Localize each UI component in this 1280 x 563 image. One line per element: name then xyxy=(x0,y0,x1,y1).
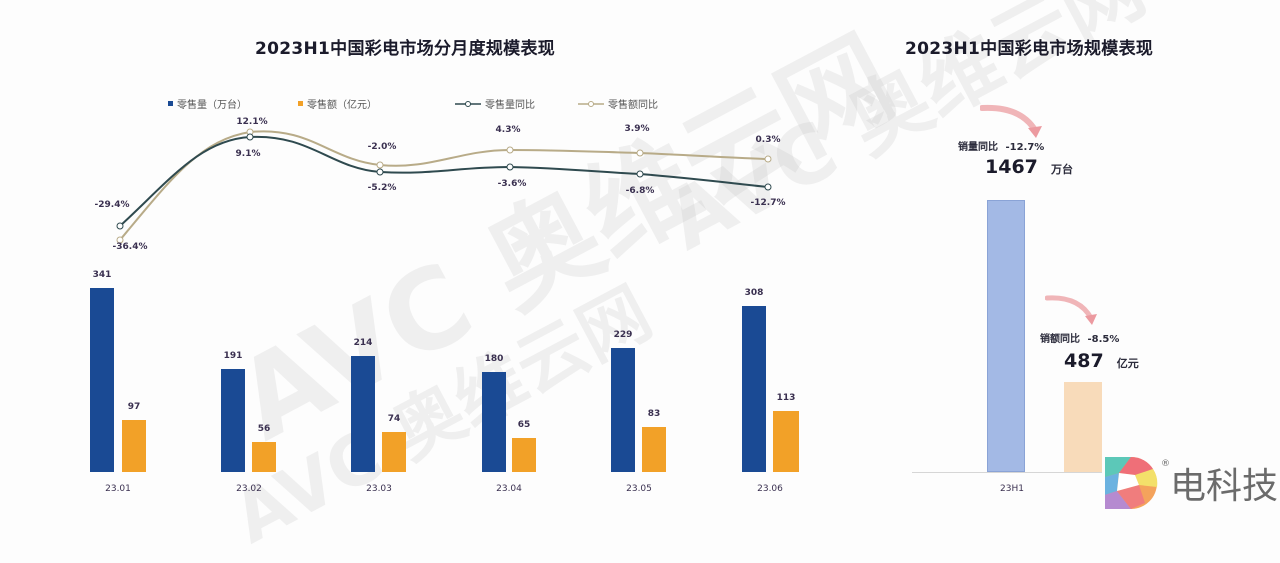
legend-revenue: 零售额（亿元） xyxy=(298,96,377,111)
volume-yoy-line xyxy=(119,135,769,227)
volume-value-label: 180 xyxy=(484,354,504,364)
line-circle-marker-icon xyxy=(578,100,604,107)
x-axis-label: 23.06 xyxy=(757,484,783,494)
volume-yoy-label: -3.6% xyxy=(497,179,527,189)
revenue-value-label: 74 xyxy=(387,414,401,424)
left-chart-title: 2023H1中国彩电市场分月度规模表现 xyxy=(255,39,556,59)
brand-d-logo-icon xyxy=(1105,456,1158,509)
legend-label: 零售量（万台） xyxy=(177,100,247,111)
revenue-total-value: 487 xyxy=(1064,350,1104,372)
brand-text: 电科技 xyxy=(1170,466,1279,507)
volume-bar-2303[interactable] xyxy=(351,356,375,472)
right-chart-baseline xyxy=(912,472,1102,473)
revenue-value-label: 83 xyxy=(647,409,661,419)
callout-yoy: -8.5% xyxy=(1087,334,1120,345)
callout-yoy: -12.7% xyxy=(1005,142,1045,153)
yoy-line-chart xyxy=(116,128,772,244)
revenue-yoy-label: 0.3% xyxy=(755,135,781,145)
volume-value-label: 191 xyxy=(223,351,243,361)
volume-value-label: 229 xyxy=(613,330,633,340)
volume-yoy-label: 9.1% xyxy=(235,149,261,159)
revenue-value-label: 65 xyxy=(517,420,531,430)
right-chart-title: 2023H1中国彩电市场规模表现 xyxy=(905,39,1154,59)
h1-revenue-bar[interactable] xyxy=(1064,382,1102,472)
callout-label: 销量同比 xyxy=(958,142,998,153)
revenue-bar-2303[interactable] xyxy=(382,432,406,472)
volume-yoy-callout: 销量同比 -12.7% xyxy=(958,138,1044,153)
revenue-value-label: 56 xyxy=(257,424,271,434)
revenue-bar-2305[interactable] xyxy=(642,427,666,472)
volume-value-label: 308 xyxy=(744,288,764,298)
revenue-yoy-callout: 销额同比 -8.5% xyxy=(1040,330,1119,345)
line-circle-marker-icon xyxy=(455,100,481,107)
volume-yoy-label: -12.7% xyxy=(750,198,786,208)
revenue-yoy-label: -2.0% xyxy=(367,142,397,152)
callout-label: 销额同比 xyxy=(1040,334,1080,345)
revenue-total-unit: 亿元 xyxy=(1116,357,1139,370)
down-arrow-icon xyxy=(980,104,1042,138)
revenue-value-label: 97 xyxy=(127,402,141,412)
volume-bar-2304[interactable] xyxy=(482,372,506,472)
volume-bar-2302[interactable] xyxy=(221,369,245,472)
h1-volume-bar[interactable] xyxy=(987,200,1025,472)
revenue-bar-2302[interactable] xyxy=(252,442,276,472)
revenue-yoy-label: -36.4% xyxy=(112,242,148,252)
x-axis-label: 23.05 xyxy=(626,484,652,494)
volume-value-label: 341 xyxy=(92,270,112,280)
revenue-total-callout: 487 亿元 xyxy=(1064,350,1139,372)
x-axis-label: 23.02 xyxy=(236,484,262,494)
volume-yoy-label: -29.4% xyxy=(94,200,130,210)
revenue-yoy-line xyxy=(119,130,769,241)
revenue-bar-2304[interactable] xyxy=(512,438,536,472)
revenue-yoy-label: 3.9% xyxy=(624,124,650,134)
legend-volume-yoy: 零售量同比 xyxy=(455,96,535,111)
volume-yoy-label: -6.8% xyxy=(625,186,655,196)
legend-square-icon xyxy=(168,101,173,106)
x-axis-label: 23.01 xyxy=(105,484,131,494)
x-axis-label: 23.03 xyxy=(366,484,392,494)
volume-value-label: 214 xyxy=(353,338,373,348)
volume-bar-2306[interactable] xyxy=(742,306,766,472)
registered-mark: ® xyxy=(1161,459,1170,469)
legend-volume: 零售量（万台） xyxy=(168,96,247,111)
revenue-value-label: 113 xyxy=(776,393,796,403)
revenue-bar-2306[interactable] xyxy=(773,411,799,472)
brand-logo: ® 电科技 xyxy=(1105,455,1278,511)
volume-yoy-label: -5.2% xyxy=(367,183,397,193)
volume-total-unit: 万台 xyxy=(1050,163,1073,176)
revenue-yoy-label: 12.1% xyxy=(236,117,268,127)
legend-label: 零售量同比 xyxy=(485,100,535,111)
legend-square-icon xyxy=(298,101,303,106)
legend-label: 零售额（亿元） xyxy=(307,100,377,111)
revenue-yoy-label: 4.3% xyxy=(495,125,521,135)
volume-bar-2301[interactable] xyxy=(90,288,114,472)
volume-total-callout: 1467 万台 xyxy=(985,156,1073,178)
volume-total-value: 1467 xyxy=(985,156,1038,178)
legend-label: 零售额同比 xyxy=(608,100,658,111)
x-axis-label: 23.04 xyxy=(496,484,522,494)
down-arrow-icon xyxy=(1045,295,1097,325)
legend-revenue-yoy: 零售额同比 xyxy=(578,96,658,111)
revenue-bar-2301[interactable] xyxy=(122,420,146,472)
watermark-avc-bottom: AVC 奥维云网 xyxy=(220,271,665,560)
volume-bar-2305[interactable] xyxy=(611,348,635,472)
right-x-axis-label: 23H1 xyxy=(1000,484,1024,494)
